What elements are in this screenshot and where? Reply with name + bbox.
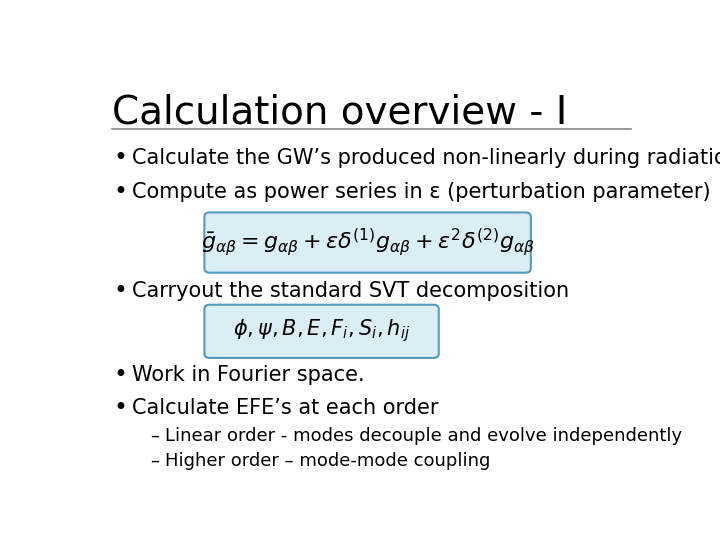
Text: •: • xyxy=(114,362,127,387)
FancyBboxPatch shape xyxy=(204,305,438,358)
Text: •: • xyxy=(114,180,127,204)
Text: –: – xyxy=(150,427,158,445)
Text: $\bar{g}_{\alpha\beta} = g_{\alpha\beta} + \varepsilon\delta^{(1)}g_{\alpha\beta: $\bar{g}_{\alpha\beta} = g_{\alpha\beta}… xyxy=(201,226,535,258)
Text: Calculate the GW’s produced non-linearly during radiation era.: Calculate the GW’s produced non-linearly… xyxy=(132,148,720,168)
Text: Carryout the standard SVT decomposition: Carryout the standard SVT decomposition xyxy=(132,281,569,301)
Text: Calculation overview - I: Calculation overview - I xyxy=(112,94,567,132)
FancyBboxPatch shape xyxy=(204,212,531,273)
Text: Higher order – mode-mode coupling: Higher order – mode-mode coupling xyxy=(166,451,491,470)
Text: –: – xyxy=(150,451,158,470)
Text: •: • xyxy=(114,279,127,303)
Text: $\phi, \psi, B, E, F_i, S_i, h_{ij}$: $\phi, \psi, B, E, F_i, S_i, h_{ij}$ xyxy=(233,317,410,344)
Text: Work in Fourier space.: Work in Fourier space. xyxy=(132,364,364,384)
Text: Linear order - modes decouple and evolve independently: Linear order - modes decouple and evolve… xyxy=(166,427,683,445)
Text: •: • xyxy=(114,146,127,170)
Text: Calculate EFE’s at each order: Calculate EFE’s at each order xyxy=(132,398,438,418)
Text: Compute as power series in ε (perturbation parameter): Compute as power series in ε (perturbati… xyxy=(132,181,711,201)
Text: •: • xyxy=(114,396,127,420)
